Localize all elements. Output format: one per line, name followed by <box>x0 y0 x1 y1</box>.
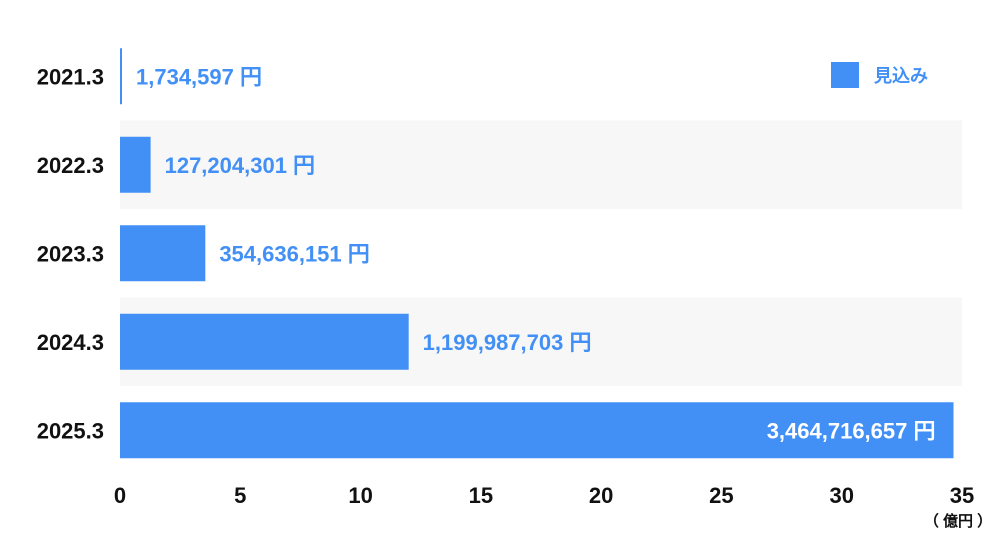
bar <box>120 313 409 370</box>
value-label: 354,636,151 円 <box>219 241 369 266</box>
row-band <box>120 209 962 298</box>
legend-label: 見込み <box>873 66 928 86</box>
value-labels: 1,734,597 円 127,204,301 円 354,636,151 円 1,1… <box>136 64 936 443</box>
row-band <box>120 120 962 209</box>
x-tick-label: 0 <box>114 483 126 508</box>
bar <box>120 48 122 105</box>
bars-group <box>120 48 954 459</box>
legend: 見込み <box>831 62 928 88</box>
value-label: 1,734,597 円 <box>136 64 262 89</box>
category-labels: 2021.3 2022.3 2023.3 2024.3 2025.3 <box>37 64 104 443</box>
value-label: 3,464,716,657 円 <box>767 418 936 443</box>
x-tick-label: 35 <box>950 483 974 508</box>
x-tick-label: 10 <box>348 483 372 508</box>
x-tick-label: 20 <box>589 483 613 508</box>
x-tick-label: 25 <box>709 483 733 508</box>
bar <box>120 402 954 459</box>
category-label: 2024.3 <box>37 330 104 355</box>
bar <box>120 136 151 193</box>
x-axis-unit-label: （ 億円 ） <box>924 512 992 530</box>
category-label: 2021.3 <box>37 64 104 89</box>
bar <box>120 225 206 282</box>
x-tick-label: 5 <box>234 483 246 508</box>
row-band <box>120 32 962 121</box>
x-tick-label: 15 <box>469 483 493 508</box>
category-label: 2023.3 <box>37 241 104 266</box>
value-label: 1,199,987,703 円 <box>423 330 592 355</box>
x-tick-label: 30 <box>829 483 853 508</box>
category-label: 2022.3 <box>37 153 104 178</box>
legend-swatch-icon <box>831 62 859 88</box>
x-axis-ticks: 0 5 10 15 20 25 30 35 <box>114 483 974 508</box>
category-label: 2025.3 <box>37 418 104 443</box>
value-label: 127,204,301 円 <box>165 153 315 178</box>
